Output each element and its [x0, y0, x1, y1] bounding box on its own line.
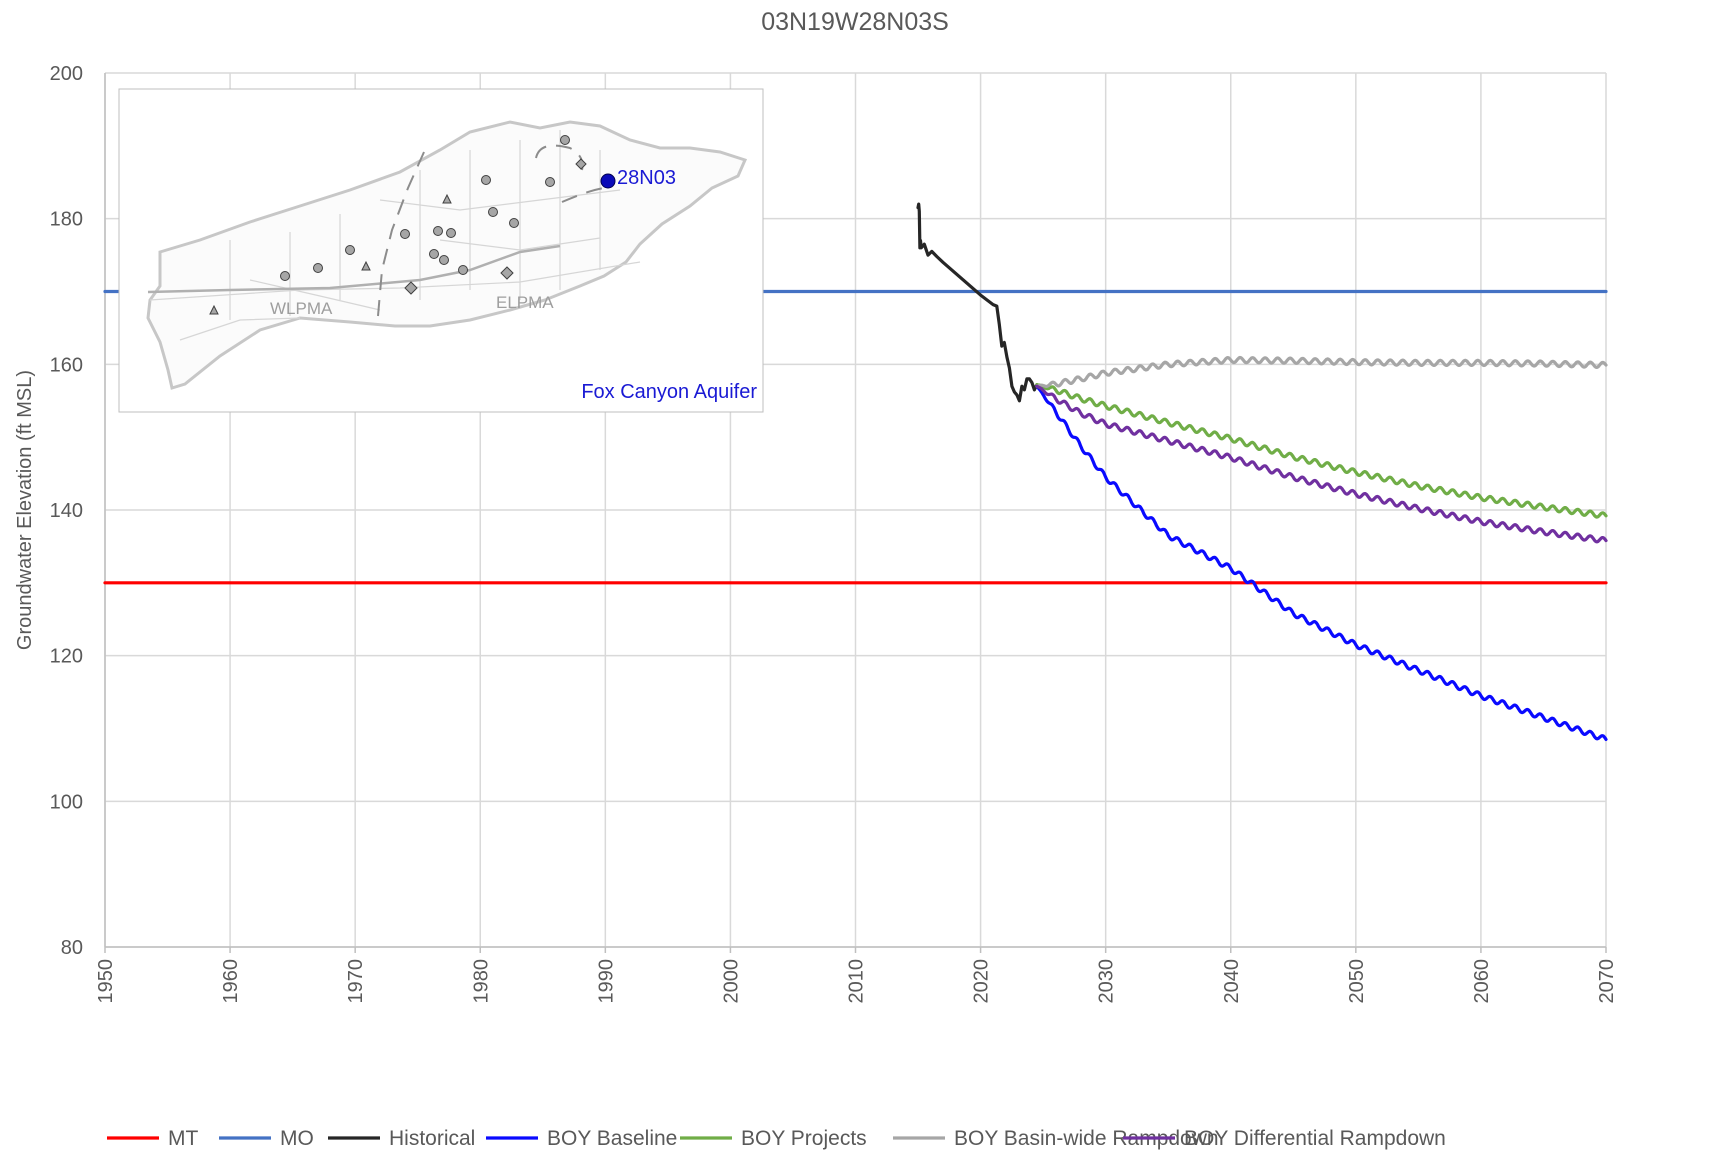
y-tick-label: 120	[50, 646, 83, 668]
x-tick-label: 2060	[1471, 959, 1493, 1004]
axes: 80 100 120 140 160 180 200 1950 1960 1970 1980 1990…	[14, 63, 1618, 1004]
legend-label: MT	[168, 1127, 198, 1150]
y-tick-label: 100	[50, 791, 83, 813]
y-tick-label: 140	[50, 500, 83, 522]
selected-well-marker	[600, 173, 616, 189]
inset-location-map: 28N03 WLPMA ELPMA Fox Canyon Aquifer	[118, 88, 764, 413]
well-marker-triangle	[442, 193, 452, 204]
well-marker-circle	[481, 175, 491, 185]
legend: MT MO Historical BOY Baseline BOY Projects BO…	[107, 1127, 1446, 1150]
well-marker-circle	[509, 218, 519, 228]
chart-title: 03N19W28N03S	[761, 8, 949, 36]
legend-item: BOY Baseline	[486, 1127, 677, 1150]
region-label-elpma: ELPMA	[496, 293, 554, 312]
legend-item: MO	[219, 1127, 314, 1150]
x-tick-label: 2020	[971, 959, 993, 1004]
x-tick-label: 2010	[846, 959, 868, 1004]
x-tick-label: 1970	[345, 959, 367, 1004]
x-tick-label: 1950	[95, 959, 117, 1004]
well-marker-circle	[400, 229, 410, 239]
selected-well-label: 28N03	[617, 167, 676, 189]
pma-divider	[147, 244, 561, 294]
series-line-boy-basin-wide-rampdown	[1035, 355, 1608, 388]
well-marker-diamond	[404, 281, 418, 295]
x-tick-label: 2030	[1096, 959, 1118, 1004]
well-marker-circle	[545, 177, 555, 187]
legend-label: BOY Differential Rampdown	[1184, 1127, 1446, 1150]
well-marker-diamond	[500, 266, 514, 280]
well-marker-circle	[458, 265, 468, 275]
y-tick-label: 180	[50, 209, 83, 231]
x-tick-label: 2000	[720, 959, 742, 1004]
legend-item: Historical	[328, 1127, 475, 1150]
legend-label: MO	[280, 1127, 314, 1150]
series-line-historical	[916, 202, 1039, 403]
well-marker-diamond	[575, 158, 587, 170]
legend-label: Historical	[389, 1127, 475, 1150]
legend-item: BOY Projects	[680, 1127, 867, 1150]
well-marker-circle	[345, 245, 355, 255]
well-marker-circle	[560, 135, 570, 145]
y-tick-label: 80	[61, 937, 83, 959]
well-marker-triangle	[209, 304, 219, 315]
x-tick-label: 1960	[220, 959, 242, 1004]
well-marker-circle	[280, 271, 290, 281]
legend-label: BOY Projects	[741, 1127, 867, 1150]
series-line-boy-differential-rampdown	[1035, 384, 1608, 544]
x-tick-label: 2040	[1221, 959, 1243, 1004]
well-marker-triangle	[361, 260, 371, 271]
series-line-boy-baseline	[1035, 384, 1608, 741]
basin-outline	[146, 120, 748, 390]
x-tick-label: 1980	[470, 959, 492, 1004]
well-marker-circle	[429, 249, 439, 259]
y-axis-title: Groundwater Elevation (ft MSL)	[14, 370, 36, 650]
legend-label: BOY Baseline	[547, 1127, 677, 1150]
legend-item: BOY Basin-wide Rampdown	[893, 1127, 1219, 1150]
series-line-boy-projects	[1035, 383, 1608, 519]
legend-item: BOY Differential Rampdown	[1123, 1127, 1446, 1150]
region-label-wlpma: WLPMA	[270, 299, 333, 318]
well-marker-circle	[313, 263, 323, 273]
y-tick-label: 200	[50, 63, 83, 85]
x-tick-label: 2070	[1596, 959, 1618, 1004]
well-marker-circle	[439, 255, 449, 265]
basin-internal-boundaries	[149, 130, 641, 341]
legend-label: BOY Basin-wide Rampdown	[954, 1127, 1219, 1150]
legend-item: MT	[107, 1127, 198, 1150]
well-marker-circle	[433, 226, 443, 236]
x-tick-label: 1990	[595, 959, 617, 1004]
y-tick-label: 160	[50, 354, 83, 376]
x-tick-label: 2050	[1346, 959, 1368, 1004]
well-marker-circle	[488, 207, 498, 217]
well-markers	[209, 135, 587, 315]
aquifer-label: Fox Canyon Aquifer	[581, 381, 757, 403]
well-marker-circle	[446, 228, 456, 238]
